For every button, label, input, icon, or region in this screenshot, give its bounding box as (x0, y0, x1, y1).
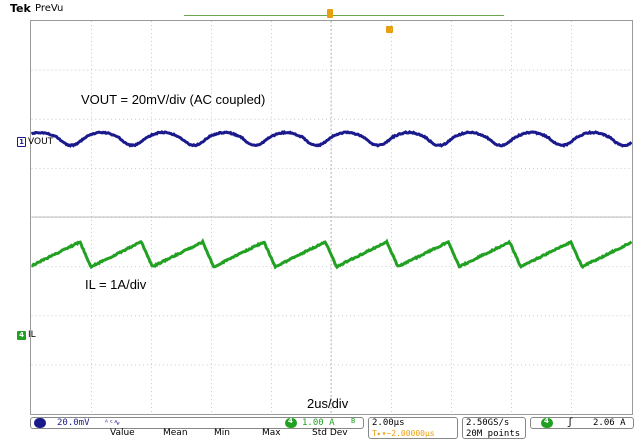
col-value: Value (110, 428, 135, 438)
record-view-bar (184, 15, 504, 16)
ch1-name: VOUT (28, 137, 53, 147)
ch4-name: IL (28, 330, 36, 340)
ch1-label[interactable]: 1 VOUT (17, 137, 53, 147)
col-max: Max (262, 428, 281, 438)
ch4-label[interactable]: 4 IL (17, 330, 36, 340)
horizontal-scale[interactable]: 2.00µs (372, 418, 405, 428)
ch1-scale-indicator[interactable] (34, 418, 46, 428)
acquisition-mode: PreVu (35, 3, 63, 14)
horizontal-position[interactable]: T▸▾−2.00000µs (372, 429, 435, 438)
trigger-position-marker[interactable] (327, 9, 333, 18)
sample-rate: 2.50GS/s (466, 418, 509, 428)
trigger-source-indicator: 4 (541, 418, 553, 428)
trigger-slope-icon: ʃ (567, 417, 573, 428)
ch1-badge: 1 (17, 137, 26, 147)
ch4-bandwidth-icon: B (351, 417, 355, 425)
scope-header: Tek PreVu (0, 0, 644, 20)
ch4-scale[interactable]: 1.00 A (302, 418, 335, 428)
timebase-box[interactable]: 2.00µs T▸▾−2.00000µs (368, 417, 458, 439)
acquisition-box[interactable]: 2.50GS/s 20M points (462, 417, 526, 439)
col-mean: Mean (163, 428, 188, 438)
waveform-graticule[interactable] (30, 20, 633, 415)
il-annotation: IL = 1A/div (85, 277, 146, 292)
ch1-scale[interactable]: 20.0mV (57, 418, 90, 428)
col-std-dev: Std Dev (312, 428, 348, 438)
record-length: 20M points (466, 429, 520, 439)
trigger-box[interactable]: 4 ʃ 2.06 A (530, 417, 634, 429)
brand-logo: Tek (10, 2, 31, 15)
ch4-scale-number: 4 (288, 417, 293, 425)
timebase-annotation: 2us/div (307, 396, 348, 411)
ch4-scale-indicator[interactable]: 4 (285, 418, 297, 428)
trigger-source-number: 4 (544, 417, 549, 425)
trigger-level[interactable]: 2.06 A (593, 418, 626, 428)
vout-annotation: VOUT = 20mV/div (AC coupled) (81, 92, 265, 107)
ch1-coupling-icon: ᴬᶜ∿ (104, 418, 120, 427)
ch4-badge: 4 (17, 331, 26, 340)
col-min: Min (214, 428, 230, 438)
